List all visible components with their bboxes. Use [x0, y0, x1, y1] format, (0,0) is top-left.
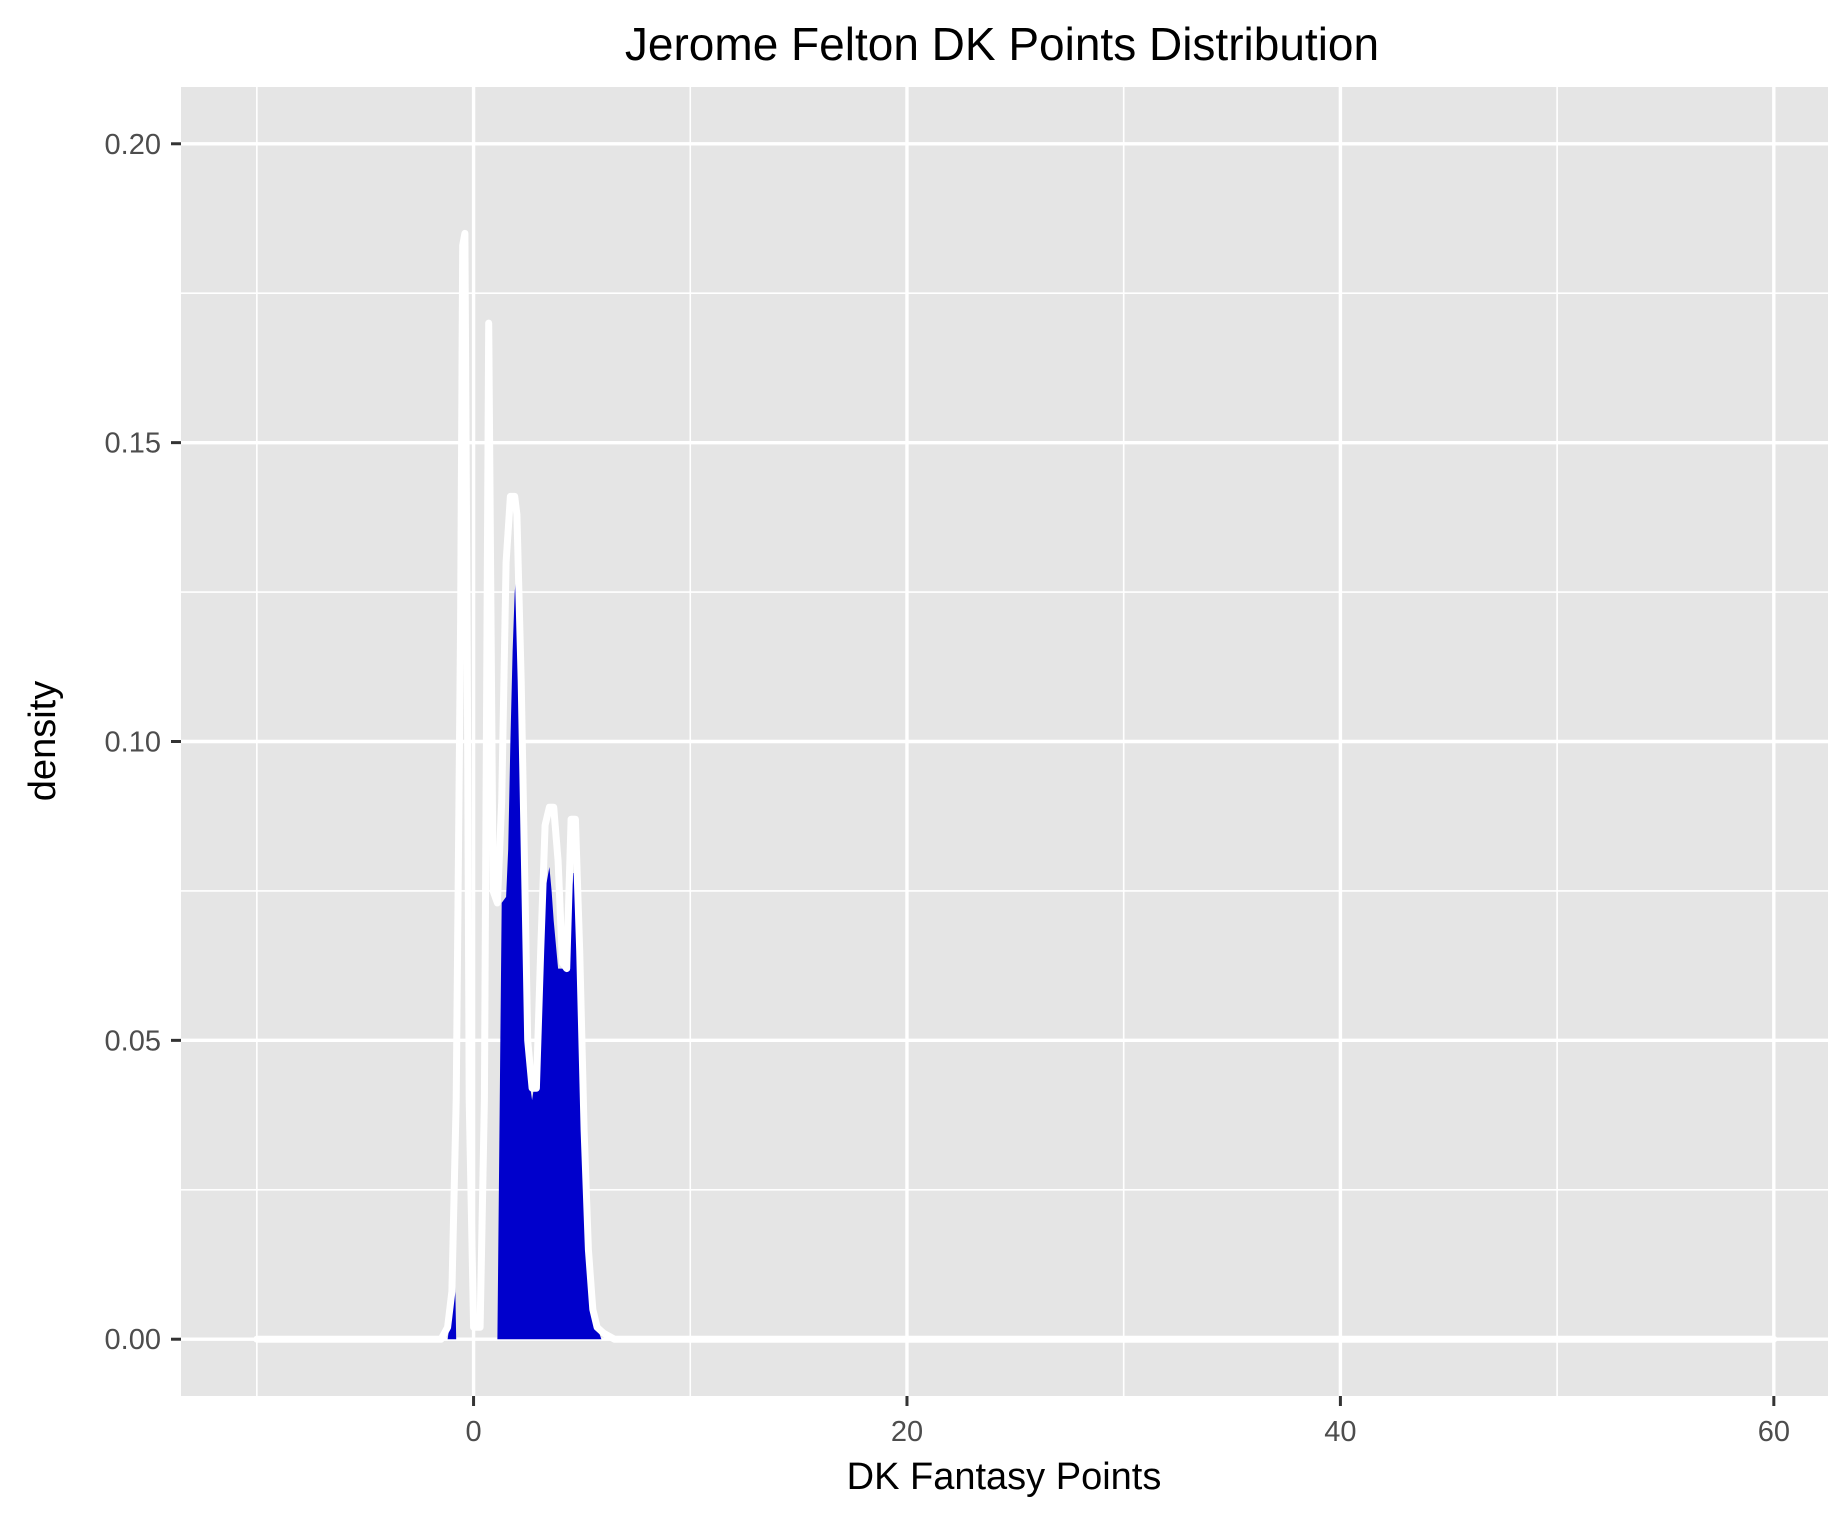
x-tick-label: 60 — [1758, 1416, 1790, 1448]
y-tick-label: 0.20 — [105, 129, 161, 161]
x-tick-label: 20 — [891, 1416, 923, 1448]
density-line — [253, 229, 1778, 1343]
x-tick-label: 0 — [465, 1416, 481, 1448]
density-line-group — [253, 229, 1778, 1343]
x-tick-label: 40 — [1324, 1416, 1356, 1448]
density-fill-segment — [497, 568, 602, 1340]
y-tick-label: 0.10 — [105, 727, 161, 759]
y-tick-label: 0.00 — [105, 1324, 161, 1356]
y-axis-title: density — [22, 681, 64, 801]
axes: 0.00 0.05 0.10 0.15 0.20 0 20 40 60 — [105, 129, 1790, 1448]
y-tick-label: 0.15 — [105, 428, 161, 460]
y-tick-label: 0.05 — [105, 1025, 161, 1057]
chart-title: Jerome Felton DK Points Distribution — [625, 18, 1379, 70]
major-gridlines — [181, 87, 1828, 1396]
x-axis-title: DK Fantasy Points — [847, 1456, 1162, 1498]
